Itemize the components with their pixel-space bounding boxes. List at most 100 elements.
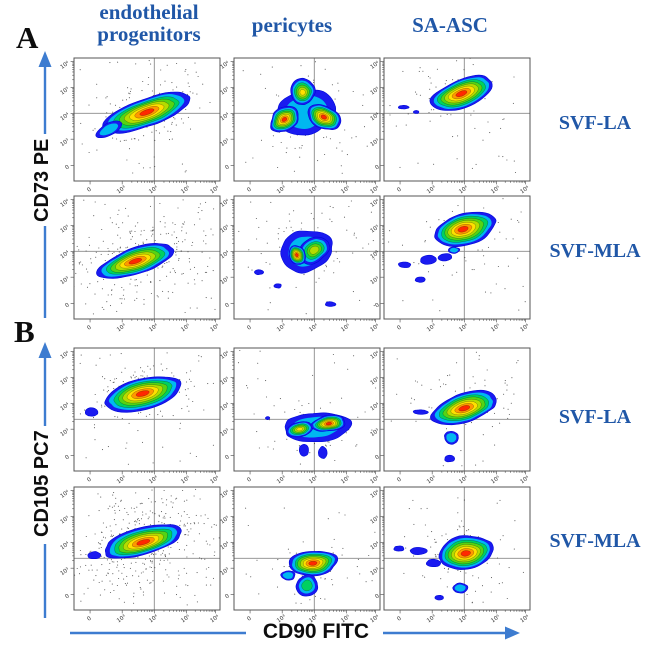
plot-B-SVF-LA-endothelial-progenitors: 0 10³ 10⁴ 10⁵ 10⁶ 10⁶ 10⁵ 10⁴ 10³ 0 bbox=[59, 347, 221, 485]
svg-text:10⁴: 10⁴ bbox=[369, 249, 381, 261]
column-header-pericytes: pericytes bbox=[251, 13, 333, 37]
panel-b-label: B bbox=[14, 314, 35, 349]
svg-text:10⁶: 10⁶ bbox=[369, 184, 381, 195]
svg-text:0: 0 bbox=[374, 302, 381, 309]
svg-text:10³: 10³ bbox=[275, 322, 287, 333]
svg-text:10⁶: 10⁶ bbox=[369, 613, 381, 624]
arrow-right-icon bbox=[505, 626, 520, 640]
svg-text:0: 0 bbox=[374, 164, 381, 171]
svg-text:10³: 10³ bbox=[115, 474, 127, 485]
svg-text:10⁴: 10⁴ bbox=[458, 613, 470, 624]
plot-B-SVF-LA-SA-ASC: 0 10³ 10⁴ 10⁵ 10⁶ 10⁶ 10⁵ 10⁴ 10³ 0 bbox=[369, 347, 531, 485]
arrow-up-icon bbox=[38, 342, 52, 358]
svg-text:10³: 10³ bbox=[275, 613, 287, 624]
svg-text:10³: 10³ bbox=[425, 322, 437, 333]
svg-text:10⁶: 10⁶ bbox=[59, 197, 71, 209]
svg-text:10³: 10³ bbox=[219, 275, 231, 286]
svg-text:10⁶: 10⁶ bbox=[519, 474, 531, 485]
svg-text:10³: 10³ bbox=[59, 275, 71, 286]
svg-text:0: 0 bbox=[246, 324, 253, 331]
svg-text:10⁴: 10⁴ bbox=[59, 401, 71, 413]
row-label-svf-mla-a: SVF-MLA bbox=[549, 240, 641, 262]
svg-text:0: 0 bbox=[224, 302, 231, 309]
svg-text:10⁵: 10⁵ bbox=[180, 474, 192, 485]
svg-text:10⁵: 10⁵ bbox=[180, 613, 192, 624]
svg-text:10⁵: 10⁵ bbox=[59, 375, 71, 386]
svg-text:10⁶: 10⁶ bbox=[209, 322, 221, 333]
svg-text:0: 0 bbox=[224, 164, 231, 171]
svg-text:0: 0 bbox=[86, 615, 93, 622]
plot-B-SVF-LA-pericytes: 0 10³ 10⁴ 10⁵ 10⁶ 10⁶ 10⁵ 10⁴ 10³ 0 bbox=[219, 347, 381, 485]
svg-text:10⁵: 10⁵ bbox=[219, 223, 231, 234]
svg-text:10⁴: 10⁴ bbox=[219, 401, 231, 413]
svg-text:10⁶: 10⁶ bbox=[209, 613, 221, 624]
row-label-svf-la-b: SVF-LA bbox=[558, 406, 632, 428]
svg-text:10⁵: 10⁵ bbox=[369, 375, 381, 386]
svg-text:10³: 10³ bbox=[369, 275, 381, 286]
svg-text:10⁵: 10⁵ bbox=[219, 514, 231, 525]
svg-text:10⁵: 10⁵ bbox=[490, 184, 502, 195]
svg-text:10⁵: 10⁵ bbox=[59, 85, 71, 96]
plot-A-SVF-LA-SA-ASC: 0 10³ 10⁴ 10⁵ 10⁶ 10⁶ 10⁵ 10⁴ 10³ 0 bbox=[369, 57, 531, 195]
y-axis-arrow-panel-b bbox=[38, 342, 52, 618]
svg-text:10⁵: 10⁵ bbox=[490, 613, 502, 624]
svg-text:0: 0 bbox=[396, 615, 403, 622]
svg-text:10⁴: 10⁴ bbox=[148, 613, 160, 624]
svg-text:0: 0 bbox=[374, 593, 381, 600]
svg-text:10⁶: 10⁶ bbox=[519, 322, 531, 333]
svg-text:10³: 10³ bbox=[369, 566, 381, 577]
svg-text:10⁶: 10⁶ bbox=[59, 59, 71, 71]
plot-A-SVF-MLA-SA-ASC: 0 10³ 10⁴ 10⁵ 10⁶ 10⁶ 10⁵ 10⁴ 10³ 0 bbox=[369, 195, 531, 333]
svg-text:10⁴: 10⁴ bbox=[308, 474, 320, 485]
svg-text:10⁴: 10⁴ bbox=[148, 474, 160, 485]
svg-text:0: 0 bbox=[64, 302, 71, 309]
column-header-endothelial-progenitors: endothelial progenitors bbox=[97, 0, 201, 46]
svg-text:10⁴: 10⁴ bbox=[369, 401, 381, 413]
svg-text:10⁵: 10⁵ bbox=[369, 85, 381, 96]
y-axis-arrow-panel-a bbox=[38, 51, 52, 318]
svg-text:10³: 10³ bbox=[219, 566, 231, 577]
svg-text:10⁴: 10⁴ bbox=[458, 322, 470, 333]
svg-text:10⁵: 10⁵ bbox=[219, 85, 231, 96]
svg-text:10⁴: 10⁴ bbox=[369, 111, 381, 123]
svg-text:10⁵: 10⁵ bbox=[490, 474, 502, 485]
svg-text:0: 0 bbox=[86, 186, 93, 193]
svg-text:10⁶: 10⁶ bbox=[209, 184, 221, 195]
plot-A-SVF-MLA-endothelial-progenitors: 0 10³ 10⁴ 10⁵ 10⁶ 10⁶ 10⁵ 10⁴ 10³ 0 bbox=[59, 195, 221, 333]
svg-text:0: 0 bbox=[64, 593, 71, 600]
svg-text:10⁶: 10⁶ bbox=[369, 349, 381, 361]
svg-text:10⁴: 10⁴ bbox=[148, 322, 160, 333]
svg-text:0: 0 bbox=[64, 164, 71, 171]
svg-text:10⁶: 10⁶ bbox=[219, 349, 231, 361]
svg-text:10⁵: 10⁵ bbox=[340, 613, 352, 624]
svg-text:10⁴: 10⁴ bbox=[59, 540, 71, 552]
svg-text:10³: 10³ bbox=[369, 137, 381, 148]
svg-text:10⁴: 10⁴ bbox=[308, 322, 320, 333]
svg-text:10³: 10³ bbox=[59, 566, 71, 577]
panel-a-label: A bbox=[16, 20, 39, 55]
svg-text:10⁴: 10⁴ bbox=[148, 184, 160, 195]
svg-text:10³: 10³ bbox=[425, 613, 437, 624]
svg-text:10⁶: 10⁶ bbox=[369, 197, 381, 209]
svg-text:10⁵: 10⁵ bbox=[59, 514, 71, 525]
svg-text:10⁶: 10⁶ bbox=[59, 349, 71, 361]
row-label-svf-mla-b: SVF-MLA bbox=[549, 530, 641, 552]
svg-text:10⁴: 10⁴ bbox=[308, 613, 320, 624]
plot-A-SVF-LA-pericytes: 0 10³ 10⁴ 10⁵ 10⁶ 10⁶ 10⁵ 10⁴ 10³ 0 bbox=[219, 57, 381, 195]
svg-text:10⁴: 10⁴ bbox=[458, 184, 470, 195]
svg-text:10⁶: 10⁶ bbox=[369, 488, 381, 500]
svg-text:10³: 10³ bbox=[219, 137, 231, 148]
svg-text:10³: 10³ bbox=[115, 613, 127, 624]
svg-text:10⁵: 10⁵ bbox=[369, 223, 381, 234]
svg-text:10⁵: 10⁵ bbox=[340, 474, 352, 485]
svg-text:10⁵: 10⁵ bbox=[180, 184, 192, 195]
svg-text:10⁶: 10⁶ bbox=[519, 184, 531, 195]
svg-text:10⁵: 10⁵ bbox=[340, 184, 352, 195]
svg-text:10⁵: 10⁵ bbox=[490, 322, 502, 333]
svg-text:10³: 10³ bbox=[425, 184, 437, 195]
svg-text:10⁵: 10⁵ bbox=[180, 322, 192, 333]
svg-text:0: 0 bbox=[86, 324, 93, 331]
svg-text:10⁴: 10⁴ bbox=[219, 249, 231, 261]
svg-text:0: 0 bbox=[396, 186, 403, 193]
row-label-svf-la-a: SVF-LA bbox=[558, 112, 632, 134]
